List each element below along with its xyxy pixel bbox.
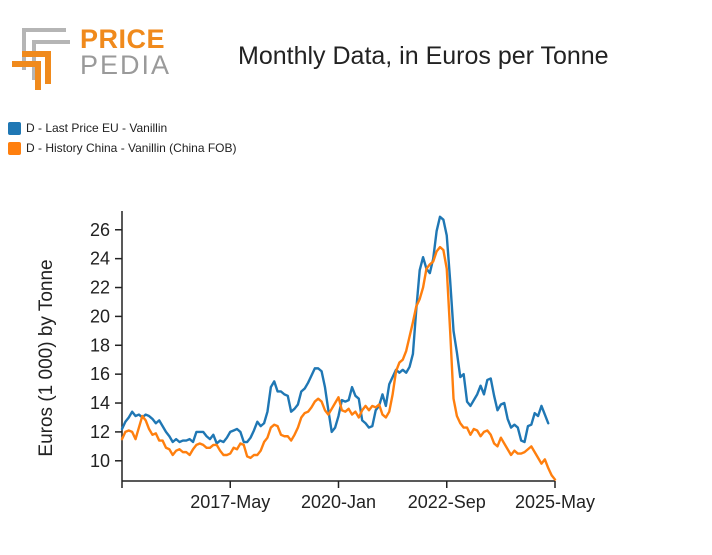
chart-title: Monthly Data, in Euros per Tonne <box>238 42 609 70</box>
logo-mark-icon <box>12 28 70 90</box>
y-tick-label: 10 <box>90 451 110 471</box>
logo-word-price: PRICE <box>80 24 166 54</box>
y-tick-label: 24 <box>90 249 110 269</box>
y-tick-label: 18 <box>90 335 110 355</box>
x-tick-label: 2022-Sep <box>408 492 486 512</box>
y-tick-label: 22 <box>90 278 110 298</box>
y-tick-label: 26 <box>90 220 110 240</box>
legend-item-eu[interactable]: D - Last Price EU - Vanillin <box>8 118 237 138</box>
y-tick-label: 12 <box>90 422 110 442</box>
x-tick-label: 2025-May <box>515 492 595 512</box>
x-tick-label: 2020-Jan <box>301 492 376 512</box>
x-tick-label: 2017-May <box>190 492 270 512</box>
y-tick-label: 16 <box>90 364 110 384</box>
legend-swatch-eu <box>8 121 21 135</box>
legend: D - Last Price EU - Vanillin D - History… <box>8 118 237 158</box>
series-line-china <box>120 245 557 481</box>
y-tick-label: 20 <box>90 306 110 326</box>
pricepedia-logo: PRICE PEDIA <box>8 22 172 92</box>
series-line-eu <box>120 215 550 445</box>
legend-label-china: D - History China - Vanillin (China FOB) <box>26 141 237 155</box>
legend-label-eu: D - Last Price EU - Vanillin <box>26 121 168 135</box>
legend-swatch-china <box>8 141 21 155</box>
y-tick-label: 14 <box>90 393 110 413</box>
logo-word-pedia: PEDIA <box>80 50 172 80</box>
y-axis-title: Euros (1 000) by Tonne <box>36 259 57 456</box>
legend-item-china[interactable]: D - History China - Vanillin (China FOB) <box>8 138 237 158</box>
